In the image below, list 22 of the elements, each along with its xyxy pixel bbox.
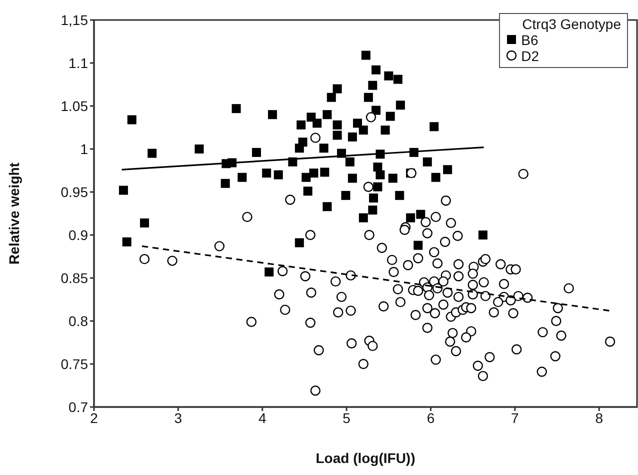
legend-label: D2 [521,48,540,64]
y-tick-label: 0.9 [68,226,88,243]
x-tick-label: 6 [426,410,435,426]
x-tick-label: 2 [90,410,98,426]
y-tick-label: 1.05 [60,98,88,114]
y-axis-title: Relative weight [6,162,22,264]
x-tick-label: 4 [258,410,266,426]
x-axis-title: Load (log(IFU)) [316,450,416,466]
y-tick-label: 1,15 [60,12,88,28]
y-tick-label: 0.75 [60,356,88,372]
y-tick-label: 0.7 [68,398,88,415]
x-tick-label: 5 [342,410,351,426]
y-tick-label: 1 [80,140,88,157]
x-tick-label: 3 [174,410,182,426]
y-tick-label: 0.85 [60,270,88,286]
legend-title: Ctrq3 Genotype [521,16,621,32]
x-tick-label: 8 [595,410,604,426]
x-tick-label: 7 [511,410,520,426]
y-tick-label: 0.95 [60,184,88,200]
y-tick-label: 0.8 [68,312,88,329]
legend-label: B6 [521,32,538,48]
y-tick-label: 1.1 [68,54,88,71]
